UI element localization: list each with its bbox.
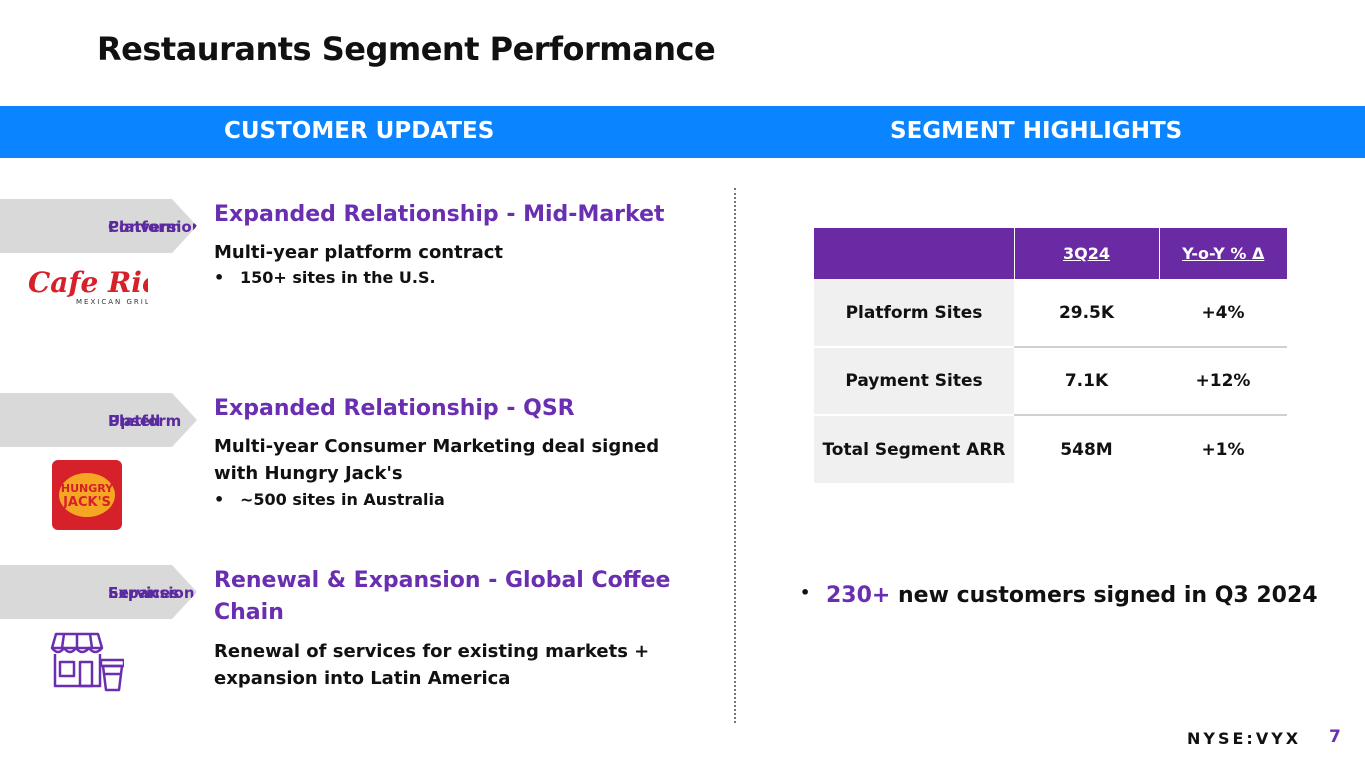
row-value: 548M [1060,439,1113,460]
update-heading-coffee-chain: Renewal & Expansion - Global Coffee Chain [214,565,670,629]
bullet-text: ~500 sites in Australia [240,490,445,509]
update-bullet: • 150+ sites in the U.S. [214,268,436,287]
table-row: Total Segment ARR 548M +1% [814,415,1287,483]
cafe-rio-logo: Cafe Rio MEXICAN GRILL [28,266,148,306]
row-label: Platform Sites [814,279,1014,348]
column-divider [734,188,736,723]
tag-label-line1: Services [108,584,180,602]
update-heading-qsr: Expanded Relationship - QSR [214,396,575,421]
update-description: Renewal of services for existing markets… [214,638,649,692]
row-value: 29.5K [1014,279,1159,348]
description-line1: Renewal of services for existing markets… [214,641,650,662]
highlight-bullet: • [800,583,811,602]
new-customers-highlight: • 230+ new customers signed in Q3 2024 [800,583,1318,608]
row-label: Payment Sites [814,347,1014,416]
tag-label-line1: Platform [108,412,182,430]
storefront-coffee-icon [50,632,124,692]
cafe-rio-wordmark: Cafe Rio [28,266,148,299]
highlight-number: 230+ [826,583,891,608]
segment-highlights-header: SEGMENT HIGHLIGHTS [890,118,1183,144]
platform-upsell-tag: Platform Upsell [0,393,197,447]
description-line2: with Hungry Jack's [214,463,403,484]
services-expansion-tag: Services Expansion [0,565,197,619]
heading-line1: Renewal & Expansion - Global Coffee [214,568,671,593]
update-description: Multi-year Consumer Marketing deal signe… [214,433,659,487]
customer-updates-header: CUSTOMER UPDATES [224,118,495,144]
update-bullet: • ~500 sites in Australia [214,490,445,509]
table-row: Payment Sites 7.1K +12% [814,347,1287,416]
description-line1: Multi-year Consumer Marketing deal signe… [214,436,660,457]
platform-conversion-tag: Platform Conversion [0,199,197,253]
row-change: +1% [1201,439,1245,460]
table-header-empty [814,228,1015,279]
tag-label-line2: Conversion [108,218,203,236]
row-change: +4% [1159,279,1287,348]
update-heading-mid-market: Expanded Relationship - Mid-Market [214,202,665,227]
table-header-row: 3Q24 Y-o-Y % Δ [814,228,1287,279]
tag-label-line2: Expansion [108,584,195,602]
bullet-text: 150+ sites in the U.S. [240,268,436,287]
hungry-jacks-logo: HUNGRY JACK'S [52,460,122,530]
section-banner: CUSTOMER UPDATES SEGMENT HIGHLIGHTS [0,106,1365,158]
row-change: +12% [1159,347,1287,416]
row-value: 7.1K [1014,347,1159,416]
page-number: 7 [1329,727,1341,747]
table-row: Platform Sites 29.5K +4% [814,279,1287,348]
page-title: Restaurants Segment Performance [97,30,716,68]
table-header-3q24: 3Q24 [1014,228,1160,279]
table-header-yoy: Y-o-Y % Δ [1159,228,1287,279]
hungry-text: HUNGRY [61,482,114,495]
tag-label-line2: Upsell [108,412,161,430]
segment-kpi-table: 3Q24 Y-o-Y % Δ Platform Sites 29.5K +4% … [814,228,1287,483]
heading-line2: Chain [214,600,284,625]
highlight-text: new customers signed in Q3 2024 [890,583,1318,608]
jacks-text: JACK'S [62,495,111,510]
mexican-grill-text: MEXICAN GRILL [76,298,148,306]
update-description: Multi-year platform contract [214,242,504,263]
tag-label-line1: Platform [108,218,182,236]
row-label: Total Segment ARR [814,415,1014,483]
stock-ticker: NYSE:VYX [1187,729,1302,748]
description-line2: expansion into Latin America [214,668,511,689]
